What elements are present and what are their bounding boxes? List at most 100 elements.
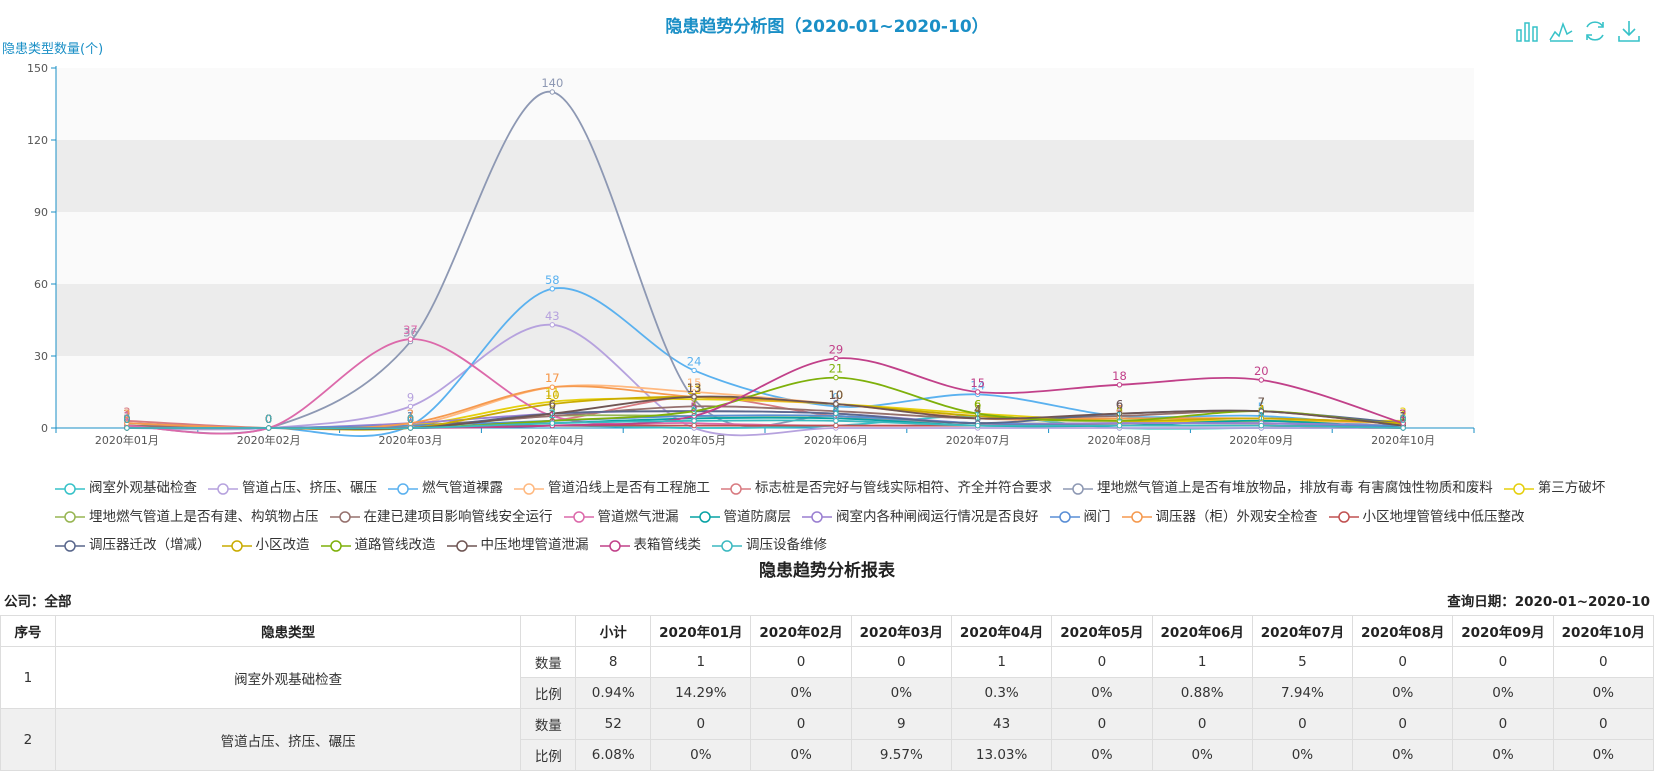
grid-band xyxy=(56,140,1474,212)
data-label: 0 xyxy=(1399,412,1406,426)
data-label: 3 xyxy=(123,405,130,419)
data-label: 21 xyxy=(829,362,844,376)
data-label: 5 xyxy=(549,400,556,414)
legend-item[interactable]: 管道防腐层 xyxy=(689,505,792,530)
data-label: 1 xyxy=(549,410,556,424)
data-point xyxy=(691,367,697,374)
data-label: 0 xyxy=(407,412,414,426)
data-point xyxy=(1258,408,1265,414)
legend-label: 道路管线改造 xyxy=(354,537,436,553)
data-label: 0 xyxy=(407,412,414,426)
count-cell: 0 xyxy=(1051,646,1153,678)
legend-label: 管道占压、挤压、碾压 xyxy=(242,480,377,496)
data-label: 0 xyxy=(265,412,272,426)
legend-item[interactable]: 管道沿线上是否有工程施工 xyxy=(514,476,710,501)
legend-item[interactable]: 调压器迁改（增减） xyxy=(55,533,211,558)
count-label-cell: 数量 xyxy=(520,708,577,740)
data-label: 5 xyxy=(832,400,839,414)
data-label: 5 xyxy=(1258,400,1265,414)
data-label: 0 xyxy=(123,412,130,426)
ratio-cell: 0.88% xyxy=(1151,677,1253,709)
report-table: 序号 隐患类型 小计 2020年01月 2020年02月 2020年03月 2020年04月… xyxy=(0,615,1654,771)
row-number-cell: 2 xyxy=(0,708,56,771)
legend-item[interactable]: 中压地埋管道泄漏 xyxy=(446,533,589,558)
ratio-cell: 0% xyxy=(1151,739,1253,771)
data-point xyxy=(975,415,981,422)
data-point xyxy=(1258,415,1265,422)
legend-label: 埋地燃气管道上是否有建、构筑物占压 xyxy=(89,508,319,525)
legend-item[interactable]: 埋地燃气管道上是否有建、构筑物占压 xyxy=(55,505,319,530)
data-label: 1 xyxy=(1258,410,1265,424)
legend-item[interactable]: 第三方破坏 xyxy=(1503,476,1605,501)
legend-line-icon xyxy=(1328,511,1359,523)
refresh-icon[interactable] xyxy=(1582,18,1608,44)
legend-line-icon xyxy=(1063,482,1093,495)
legend-item[interactable]: 表箱管线类 xyxy=(599,533,701,558)
data-label: 2 xyxy=(1399,407,1406,421)
data-label: 7 xyxy=(1258,395,1265,409)
data-label: 7 xyxy=(1258,395,1265,409)
data-label: 4 xyxy=(974,402,981,416)
data-label: 1 xyxy=(123,410,130,424)
legend-item[interactable]: 小区改造 xyxy=(221,533,310,558)
legend-item[interactable]: 管道占压、挤压、碾压 xyxy=(208,476,377,501)
data-label: 0 xyxy=(407,412,414,426)
count-cell: 52 xyxy=(575,708,652,740)
data-label: 2 xyxy=(1399,407,1406,421)
line-chart-icon[interactable] xyxy=(1548,18,1574,44)
data-label: 1 xyxy=(1399,410,1406,424)
legend-label: 管道防腐层 xyxy=(723,508,792,525)
ratio-cell: 0% xyxy=(850,677,952,709)
data-label: 0 xyxy=(265,412,272,426)
ratio-cell: 0% xyxy=(1452,739,1554,771)
count-cell: 0 xyxy=(1352,646,1454,678)
data-point xyxy=(975,389,981,395)
data-label: 13 xyxy=(687,381,702,395)
legend-line-icon xyxy=(388,482,418,495)
legend-item[interactable]: 小区地埋管管线中低压整改 xyxy=(1328,505,1525,530)
data-label: 24 xyxy=(687,354,702,368)
legend-item[interactable]: 埋地燃气管道上是否有堆放物品，排放有毒 有害腐蚀性物质和废料 xyxy=(1063,476,1493,501)
ratio-cell: 0% xyxy=(1352,739,1454,771)
data-label: 0 xyxy=(265,412,272,426)
legend-item[interactable]: 在建已建项目影响管线安全运行 xyxy=(329,505,553,530)
legend-line-icon xyxy=(563,511,594,523)
series-line-20 xyxy=(126,419,1404,430)
table-header-cell xyxy=(520,615,577,647)
data-point xyxy=(407,425,414,431)
data-point xyxy=(1116,382,1123,388)
data-label: 0 xyxy=(407,412,414,426)
data-label: 15 xyxy=(970,376,985,390)
data-label: 5 xyxy=(1116,400,1123,414)
data-label: 1 xyxy=(123,410,130,424)
data-label: 2 xyxy=(123,407,130,421)
data-label: 0 xyxy=(265,412,272,426)
legend-item[interactable]: 调压器（柜）外观安全检查 xyxy=(1121,505,1318,530)
legend-label: 调压设备维修 xyxy=(746,537,827,553)
data-point xyxy=(1116,410,1123,417)
data-label: 0 xyxy=(265,412,272,426)
data-label: 0 xyxy=(407,412,414,426)
legend-item[interactable]: 标志桩是否完好与管线实际相符、齐全并符合要求 xyxy=(721,476,1052,501)
legend-item[interactable]: 燃气管道裸露 xyxy=(388,476,503,501)
legend-item[interactable]: 阀室内各种闸阀运行情况是否良好 xyxy=(802,505,1039,530)
data-point xyxy=(833,355,839,362)
download-icon[interactable] xyxy=(1616,18,1642,44)
ratio-cell: 9.57% xyxy=(850,739,952,771)
data-label: 12 xyxy=(687,383,702,397)
x-tick-label: 2020年07月 xyxy=(946,433,1010,447)
legend-item[interactable]: 阀门 xyxy=(1049,505,1111,530)
data-point xyxy=(407,403,414,410)
data-label: 1 xyxy=(1399,410,1406,424)
data-label: 9 xyxy=(407,390,414,404)
y-tick-label: 30 xyxy=(34,350,48,363)
legend-item[interactable]: 阀室外观基础检查 xyxy=(55,476,197,501)
bar-chart-icon[interactable] xyxy=(1514,18,1540,44)
legend-item[interactable]: 道路管线改造 xyxy=(320,533,436,558)
data-label: 2 xyxy=(549,407,556,421)
x-tick-label: 2020年09月 xyxy=(1229,433,1293,447)
data-point xyxy=(549,322,555,328)
legend-item[interactable]: 管道燃气泄漏 xyxy=(563,505,679,530)
data-label: 9 xyxy=(832,390,839,404)
legend-item[interactable]: 调压设备维修 xyxy=(712,533,827,558)
